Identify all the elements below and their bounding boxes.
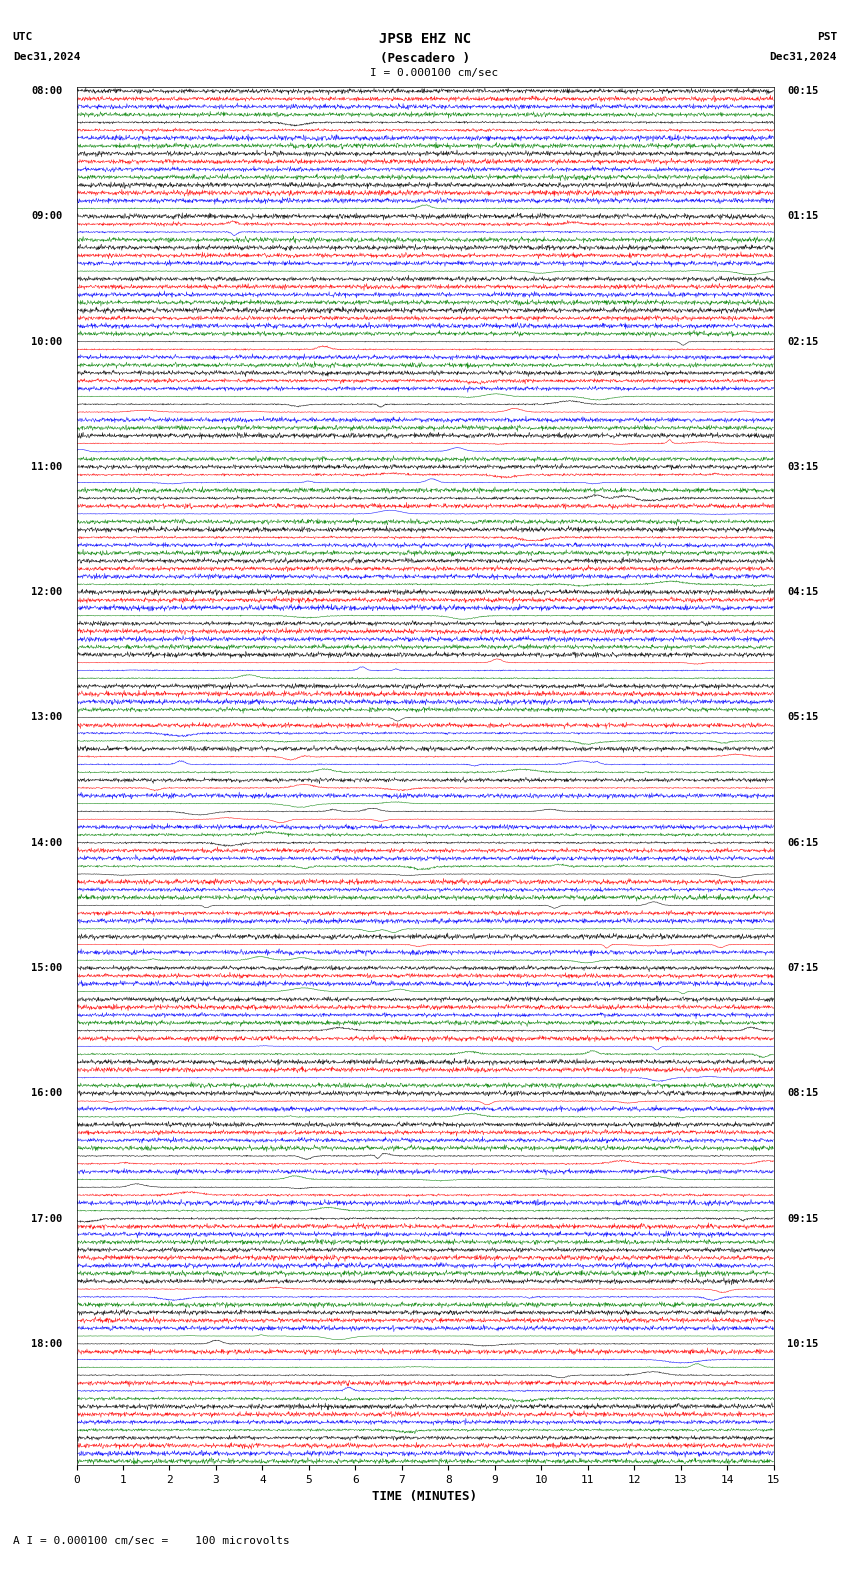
Text: 17:00: 17:00: [31, 1213, 63, 1223]
Text: UTC: UTC: [13, 32, 33, 41]
Text: JPSB EHZ NC: JPSB EHZ NC: [379, 32, 471, 46]
Text: 01:15: 01:15: [787, 211, 819, 222]
Text: 13:00: 13:00: [31, 713, 63, 722]
Text: 06:15: 06:15: [787, 838, 819, 847]
Text: 12:00: 12:00: [31, 588, 63, 597]
Text: Dec31,2024: Dec31,2024: [770, 52, 837, 62]
Text: 07:15: 07:15: [787, 963, 819, 973]
Text: 04:15: 04:15: [787, 588, 819, 597]
Text: 11:00: 11:00: [31, 463, 63, 472]
Text: 09:15: 09:15: [787, 1213, 819, 1223]
Text: 02:15: 02:15: [787, 336, 819, 347]
Text: 15:00: 15:00: [31, 963, 63, 973]
Text: 09:00: 09:00: [31, 211, 63, 222]
Text: 18:00: 18:00: [31, 1338, 63, 1350]
Text: Dec31,2024: Dec31,2024: [13, 52, 80, 62]
X-axis label: TIME (MINUTES): TIME (MINUTES): [372, 1491, 478, 1503]
Text: PST: PST: [817, 32, 837, 41]
Text: (Pescadero ): (Pescadero ): [380, 52, 470, 65]
Text: 05:15: 05:15: [787, 713, 819, 722]
Text: 03:15: 03:15: [787, 463, 819, 472]
Text: 14:00: 14:00: [31, 838, 63, 847]
Text: 16:00: 16:00: [31, 1088, 63, 1098]
Text: A I = 0.000100 cm/sec =    100 microvolts: A I = 0.000100 cm/sec = 100 microvolts: [13, 1536, 290, 1546]
Text: 00:15: 00:15: [787, 86, 819, 97]
Text: 10:15: 10:15: [787, 1338, 819, 1350]
Text: 10:00: 10:00: [31, 336, 63, 347]
Text: 08:15: 08:15: [787, 1088, 819, 1098]
Text: I = 0.000100 cm/sec: I = 0.000100 cm/sec: [370, 68, 498, 78]
Text: 08:00: 08:00: [31, 86, 63, 97]
